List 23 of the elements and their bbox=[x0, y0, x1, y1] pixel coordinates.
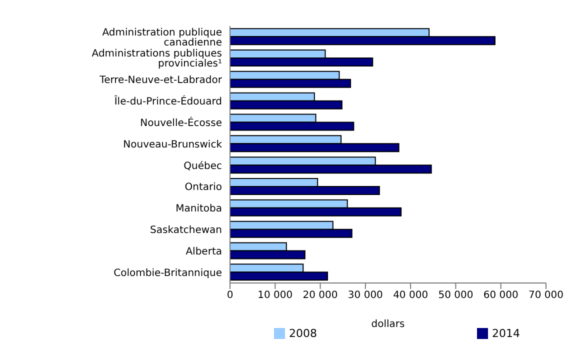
y-tick-label: Nouvelle-Écosse bbox=[140, 116, 222, 129]
y-tick-label: Terre-Neuve-et-Labrador bbox=[98, 75, 223, 86]
legend-label: 2008 bbox=[289, 327, 317, 340]
y-tick-label: Administrations publiques provinciales¹ bbox=[92, 48, 222, 70]
y-tick-label: Ontario bbox=[184, 182, 222, 194]
y-tick-label: Alberta bbox=[186, 246, 222, 258]
x-tick-label: 10 000 bbox=[258, 290, 293, 302]
x-tick-label: 20 000 bbox=[302, 290, 338, 302]
x-tick-label: 0 bbox=[226, 290, 234, 302]
legend-label: 2014 bbox=[492, 327, 520, 340]
y-tick-label: Administration publique canadienne bbox=[102, 27, 222, 48]
y-tick-label: Colombie-Britannique bbox=[114, 268, 222, 279]
y-tick-label: Manitoba bbox=[176, 204, 222, 215]
x-tick-label: 50 000 bbox=[438, 290, 474, 302]
x-tick-label: 70 000 bbox=[528, 290, 564, 302]
y-tick-label: Québec bbox=[184, 160, 222, 172]
x-tick-label: 60 000 bbox=[483, 290, 518, 302]
x-tick-label: 40 000 bbox=[393, 290, 428, 302]
y-tick-label: Nouveau-Brunswick bbox=[123, 139, 222, 150]
y-tick-label: Île-du-Prince-Édouard bbox=[114, 94, 222, 108]
x-tick-label: 30 000 bbox=[348, 290, 383, 302]
y-tick-label: Saskatchewan bbox=[150, 225, 222, 236]
x-axis-title: dollars bbox=[371, 319, 405, 330]
